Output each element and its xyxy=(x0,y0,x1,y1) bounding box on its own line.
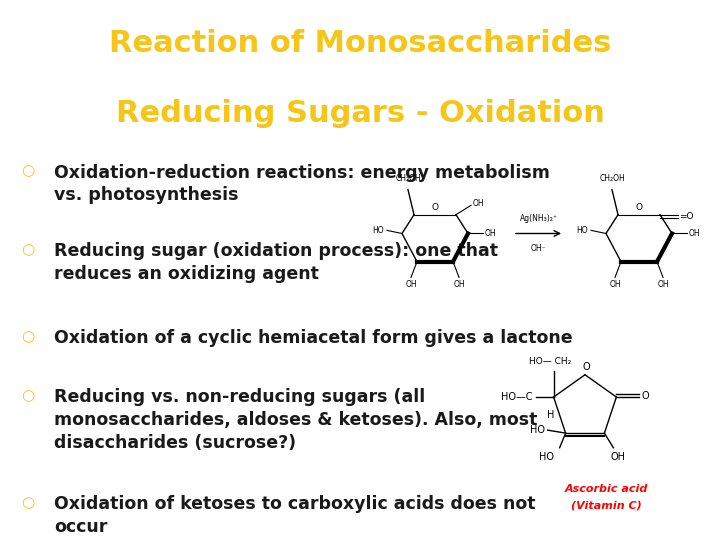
Text: ○: ○ xyxy=(21,495,34,510)
Text: HO: HO xyxy=(539,452,554,462)
Text: Ascorbic acid: Ascorbic acid xyxy=(564,484,648,494)
Text: (Vitamin C): (Vitamin C) xyxy=(571,500,642,510)
Text: OH⁻: OH⁻ xyxy=(531,245,546,253)
Text: O: O xyxy=(636,202,642,212)
Text: OH: OH xyxy=(453,280,465,289)
Text: OH: OH xyxy=(472,199,484,208)
Text: OH: OH xyxy=(405,280,417,289)
Text: Reducing sugar (oxidation process): one that
reduces an oxidizing agent: Reducing sugar (oxidation process): one … xyxy=(54,242,498,284)
Text: Reducing vs. non-reducing sugars (all
monosaccharides, aldoses & ketoses). Also,: Reducing vs. non-reducing sugars (all mo… xyxy=(54,388,537,452)
Text: ○: ○ xyxy=(21,329,34,344)
Text: O: O xyxy=(642,390,649,401)
Text: HO: HO xyxy=(372,226,384,235)
Text: HO: HO xyxy=(530,425,544,435)
Text: ○: ○ xyxy=(21,242,34,258)
Text: OH: OH xyxy=(657,280,669,289)
Text: OH: OH xyxy=(688,229,700,238)
Text: HO— CH₂: HO— CH₂ xyxy=(529,357,572,366)
Text: Reaction of Monosaccharides: Reaction of Monosaccharides xyxy=(109,29,611,58)
Text: O: O xyxy=(431,202,438,212)
Text: Oxidation-reduction reactions: energy metabolism
vs. photosynthesis: Oxidation-reduction reactions: energy me… xyxy=(54,164,550,205)
Text: Oxidation of a cyclic hemiacetal form gives a lactone: Oxidation of a cyclic hemiacetal form gi… xyxy=(54,329,572,347)
Text: HO: HO xyxy=(577,226,588,235)
Text: CH₂OH: CH₂OH xyxy=(599,174,625,184)
Text: CH₂OH: CH₂OH xyxy=(395,174,421,184)
Text: =O: =O xyxy=(680,212,694,221)
Text: OH: OH xyxy=(609,280,621,289)
Text: Ag(NH₃)₂⁺: Ag(NH₃)₂⁺ xyxy=(520,213,557,222)
Text: ○: ○ xyxy=(21,388,34,403)
Text: Oxidation of ketoses to carboxylic acids does not
occur: Oxidation of ketoses to carboxylic acids… xyxy=(54,495,536,536)
Text: HO—C: HO—C xyxy=(501,392,533,402)
Text: ○: ○ xyxy=(21,164,34,179)
Text: OH: OH xyxy=(485,229,496,238)
Text: H: H xyxy=(547,410,554,420)
Text: O: O xyxy=(582,362,590,372)
Text: OH: OH xyxy=(611,452,626,462)
Text: Reducing Sugars - Oxidation: Reducing Sugars - Oxidation xyxy=(116,99,604,128)
